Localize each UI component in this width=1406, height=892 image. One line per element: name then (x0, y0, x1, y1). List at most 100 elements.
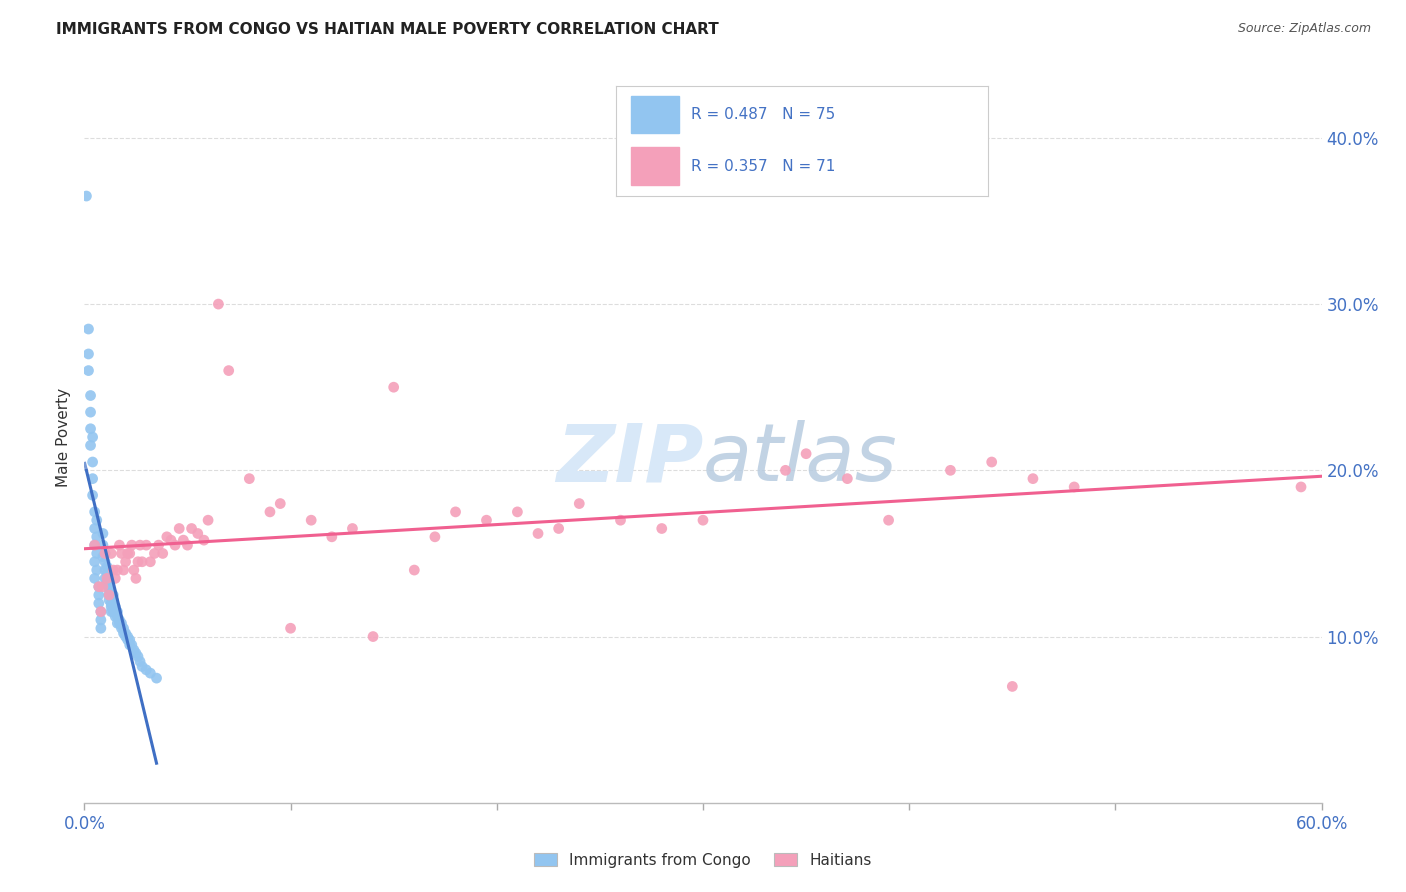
Point (112, 626, 135, 640)
Point (105, 605, 128, 619)
Point (91, 580, 114, 594)
Point (1063, 480, 1085, 494)
Point (110, 621, 132, 635)
Point (112, 563, 135, 577)
Point (82, 455, 104, 469)
Point (91, 526, 114, 541)
Point (131, 555, 153, 569)
Point (103, 563, 125, 577)
Point (91, 549, 114, 564)
Point (117, 630, 139, 644)
Point (91, 538, 114, 552)
Point (77, 347, 100, 361)
Point (112, 621, 135, 635)
Point (609, 513, 631, 527)
Point (100, 599, 122, 614)
Point (187, 526, 209, 541)
Point (83, 538, 105, 552)
Point (103, 605, 125, 619)
Point (90, 605, 112, 619)
Point (404, 563, 426, 577)
Point (87, 580, 110, 594)
Point (129, 538, 152, 552)
Point (139, 555, 162, 569)
Point (114, 555, 136, 569)
Point (280, 621, 302, 635)
Point (117, 546, 139, 560)
Point (207, 297, 229, 311)
Point (197, 513, 219, 527)
Point (96, 571, 118, 585)
Point (104, 599, 127, 614)
Text: IMMIGRANTS FROM CONGO VS HAITIAN MALE POVERTY CORRELATION CHART: IMMIGRANTS FROM CONGO VS HAITIAN MALE PO… (56, 22, 718, 37)
Point (238, 472, 260, 486)
Point (96, 574, 118, 589)
Point (527, 526, 550, 541)
Point (87, 596, 110, 610)
Point (94, 555, 117, 569)
Point (837, 472, 859, 486)
Point (103, 599, 125, 614)
Point (90, 605, 112, 619)
Point (94, 546, 117, 560)
Point (1289, 480, 1312, 494)
Point (423, 530, 446, 544)
Point (100, 605, 122, 619)
Point (121, 538, 143, 552)
Point (152, 546, 174, 560)
Point (104, 609, 127, 624)
Point (83, 555, 105, 569)
Point (125, 646, 148, 660)
Point (506, 505, 529, 519)
Point (127, 555, 149, 569)
Point (110, 616, 132, 631)
Point (980, 455, 1002, 469)
Point (118, 632, 141, 647)
Point (176, 538, 198, 552)
Point (218, 363, 240, 377)
Point (165, 538, 187, 552)
Point (103, 593, 125, 607)
Point (83, 521, 105, 535)
Point (86, 530, 108, 544)
Point (94, 571, 117, 585)
Legend: Immigrants from Congo, Haitians: Immigrants from Congo, Haitians (527, 845, 879, 875)
Point (83, 571, 105, 585)
Point (83, 538, 105, 552)
Point (651, 521, 673, 535)
Point (129, 655, 152, 669)
Point (83, 505, 105, 519)
Point (135, 663, 157, 677)
Point (135, 538, 157, 552)
Point (105, 616, 128, 631)
Point (299, 513, 322, 527)
Point (122, 643, 145, 657)
Point (269, 497, 291, 511)
Point (775, 463, 797, 477)
Point (122, 563, 145, 577)
Point (193, 533, 215, 548)
Point (108, 616, 131, 631)
Point (342, 521, 364, 535)
Point (79, 388, 101, 402)
Point (118, 546, 141, 560)
Point (82, 430, 104, 444)
Point (87, 580, 110, 594)
Point (98, 580, 121, 594)
Point (877, 513, 900, 527)
Point (118, 638, 141, 652)
Point (148, 538, 170, 552)
Point (100, 546, 122, 560)
Point (568, 497, 591, 511)
Point (98, 588, 121, 602)
Point (104, 571, 127, 585)
Point (121, 638, 143, 652)
Point (108, 538, 131, 552)
Point (90, 621, 112, 635)
Point (87, 588, 110, 602)
Text: ZIP: ZIP (555, 420, 703, 498)
Point (105, 609, 128, 624)
Point (104, 605, 127, 619)
Point (108, 613, 131, 627)
Point (90, 613, 112, 627)
